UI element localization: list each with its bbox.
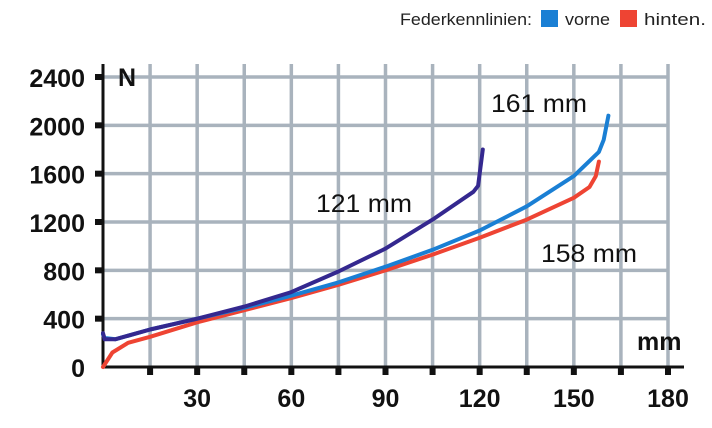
series-line-121mm <box>101 147 485 342</box>
y-tick-label: 1600 <box>29 162 85 190</box>
y-tick-label: 2400 <box>29 65 85 93</box>
series-lines <box>101 113 611 369</box>
annotation-158mm: 158 mm <box>541 240 637 268</box>
tick-labels: 30 60 90 120 150 180 0 400 800 1200 1600 2000 2400 <box>29 65 688 413</box>
y-tick-label: 800 <box>43 258 85 286</box>
x-tick <box>523 367 530 375</box>
x-tick <box>617 367 624 375</box>
annotation-161mm: 161 mm <box>491 90 587 118</box>
y-tick-label: 1200 <box>29 210 85 238</box>
legend-title: Federkennlinien: <box>400 10 532 29</box>
legend-swatch-vorne <box>541 10 558 27</box>
x-tick <box>570 367 577 375</box>
x-tick-label: 90 <box>372 385 400 413</box>
x-tick <box>147 367 154 375</box>
x-tick <box>288 367 295 375</box>
y-tick-label: 400 <box>43 307 85 335</box>
x-tick-label: 150 <box>553 385 595 413</box>
x-tick <box>241 367 248 375</box>
y-tick <box>95 267 103 274</box>
x-tick-label: 180 <box>647 385 689 413</box>
x-axis-label: mm <box>637 328 681 356</box>
x-tick <box>335 367 342 375</box>
axes <box>95 64 684 375</box>
y-tick <box>95 315 103 322</box>
series-line-158mm <box>101 159 601 369</box>
legend: Federkennlinien: vorne hinten. <box>400 10 706 29</box>
y-tick-label: 2000 <box>29 113 85 141</box>
y-tick <box>95 219 103 225</box>
x-tick <box>382 367 389 375</box>
legend-label-hinten: hinten. <box>644 10 706 29</box>
x-tick <box>194 367 201 375</box>
y-tick <box>95 170 103 177</box>
x-tick-label: 60 <box>277 385 305 413</box>
y-tick <box>95 74 103 80</box>
x-tick <box>476 367 483 375</box>
series-line-161mm <box>101 113 611 342</box>
y-tick <box>95 122 103 129</box>
legend-label-vorne: vorne <box>565 10 610 29</box>
x-tick-label: 30 <box>183 385 211 413</box>
legend-swatch-hinten <box>620 10 637 27</box>
x-tick-label: 120 <box>459 385 501 413</box>
x-tick <box>429 367 436 375</box>
x-tick <box>665 367 671 375</box>
y-tick-label: 0 <box>71 355 85 383</box>
y-axis-label: N <box>118 64 136 92</box>
annotation-121mm: 121 mm <box>316 190 412 218</box>
